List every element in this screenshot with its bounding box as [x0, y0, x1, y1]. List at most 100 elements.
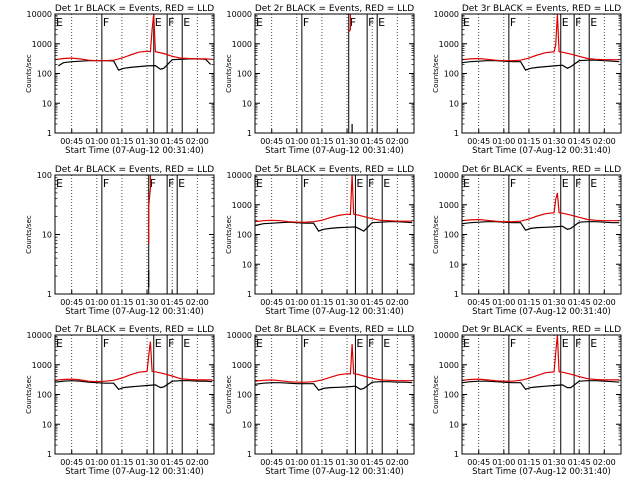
x-tick-label: 01:45	[361, 137, 384, 146]
marker-label: F	[168, 177, 174, 190]
y-axis-label: Counts/sec	[432, 215, 440, 254]
x-tick-label: 01:30	[136, 458, 159, 467]
y-tick-label: 10000	[227, 171, 252, 180]
marker-label: E	[356, 177, 363, 190]
series-lld-line	[254, 174, 413, 223]
series-events-line	[461, 221, 620, 231]
x-tick-label: 00:45	[260, 137, 283, 146]
panel-title: Det 6r BLACK = Events, RED = LLD	[462, 165, 621, 175]
y-axis-label: Counts/sec	[225, 215, 233, 254]
x-tick-label: 00:45	[60, 137, 83, 146]
panel-title: Det 3r BLACK = Events, RED = LLD	[462, 4, 621, 14]
y-tick-label: 1	[247, 290, 252, 299]
marker-label: E	[256, 16, 263, 29]
marker-label: F	[575, 337, 581, 350]
series-events-line	[254, 381, 413, 391]
y-axis-label: Counts/sec	[432, 54, 440, 93]
x-axis-label: Start Time (07-Aug-12 00:31:40)	[472, 467, 611, 477]
x-tick-label: 02:00	[386, 458, 409, 467]
y-tick-label: 1000	[232, 361, 252, 370]
y-axis-label: Counts/sec	[25, 54, 33, 93]
series-lld-line	[54, 341, 213, 383]
y-tick-label: 1000	[439, 40, 459, 49]
x-axis-label: Start Time (07-Aug-12 00:31:40)	[65, 146, 204, 156]
x-tick-label: 01:00	[85, 458, 108, 467]
series-events-line	[254, 221, 413, 232]
x-axis-label: Start Time (07-Aug-12 00:31:40)	[472, 146, 611, 156]
x-tick-label: 01:00	[285, 458, 308, 467]
x-tick-label: 01:30	[336, 458, 359, 467]
x-tick-label: 02:00	[386, 137, 409, 146]
plot-frame	[461, 334, 622, 455]
x-tick-label: 01:30	[336, 298, 359, 307]
marker-label: F	[350, 16, 356, 29]
x-tick-label: 00:45	[467, 298, 490, 307]
y-tick-label: 100	[237, 231, 252, 240]
y-tick-label: 10000	[434, 10, 459, 19]
x-tick-label: 01:00	[85, 298, 108, 307]
x-tick-label: 02:00	[186, 458, 209, 467]
x-tick-label: 01:45	[161, 298, 184, 307]
marker-label: E	[463, 337, 470, 350]
x-tick-label: 01:45	[161, 137, 184, 146]
x-tick-label: 01:30	[336, 137, 359, 146]
y-axis-label: Counts/sec	[25, 215, 33, 254]
x-tick-label: 01:30	[136, 137, 159, 146]
plot-frame	[54, 174, 215, 295]
plot-frame	[254, 174, 415, 295]
series-lld-line	[461, 192, 620, 223]
plot-frame	[54, 13, 215, 134]
x-tick-label: 01:30	[136, 298, 159, 307]
x-axis-label: Start Time (07-Aug-12 00:31:40)	[472, 307, 611, 317]
x-tick-label: 01:15	[310, 137, 333, 146]
plot-frame	[254, 334, 415, 455]
marker-label: E	[590, 177, 597, 190]
y-tick-label: 10	[242, 99, 252, 108]
marker-label: F	[510, 337, 516, 350]
series-lld-line	[148, 175, 151, 244]
y-tick-label: 100	[237, 391, 252, 400]
x-tick-label: 01:00	[492, 458, 515, 467]
marker-label: E	[463, 177, 470, 190]
x-tick-label: 02:00	[593, 137, 616, 146]
marker-label: E	[56, 177, 63, 190]
y-tick-label: 10000	[434, 171, 459, 180]
marker-label: E	[383, 177, 390, 190]
series-lld-line	[54, 13, 213, 62]
x-tick-label: 01:00	[85, 137, 108, 146]
marker-label: F	[303, 16, 309, 29]
x-axis-label: Start Time (07-Aug-12 00:31:40)	[265, 146, 404, 156]
x-tick-label: 01:45	[568, 458, 591, 467]
marker-label: F	[510, 177, 516, 190]
marker-label: E	[155, 337, 162, 350]
plot-frame	[461, 13, 622, 134]
panel-title: Det 2r BLACK = Events, RED = LLD	[255, 4, 414, 14]
marker-label: E	[562, 337, 569, 350]
marker-label: E	[256, 337, 263, 350]
y-tick-label: 100	[37, 70, 52, 79]
x-tick-label: 02:00	[386, 298, 409, 307]
x-tick-label: 01:00	[285, 137, 308, 146]
marker-label: E	[463, 16, 470, 29]
panel-title: Det 5r BLACK = Events, RED = LLD	[255, 165, 414, 175]
x-tick-label: 01:45	[161, 458, 184, 467]
marker-label: E	[56, 337, 63, 350]
y-tick-label: 10000	[27, 10, 52, 19]
marker-label: E	[383, 337, 390, 350]
marker-label: E	[178, 177, 185, 190]
y-tick-label: 10	[42, 231, 52, 240]
x-tick-label: 01:15	[110, 137, 133, 146]
series-lld-line	[348, 14, 351, 33]
panel-title: Det 4r BLACK = Events, RED = LLD	[55, 165, 214, 175]
x-tick-label: 01:15	[517, 458, 540, 467]
marker-label: F	[168, 16, 174, 29]
x-tick-label: 01:15	[517, 298, 540, 307]
x-tick-label: 01:30	[543, 298, 566, 307]
y-tick-label: 1	[454, 450, 459, 459]
y-tick-label: 10	[449, 99, 459, 108]
